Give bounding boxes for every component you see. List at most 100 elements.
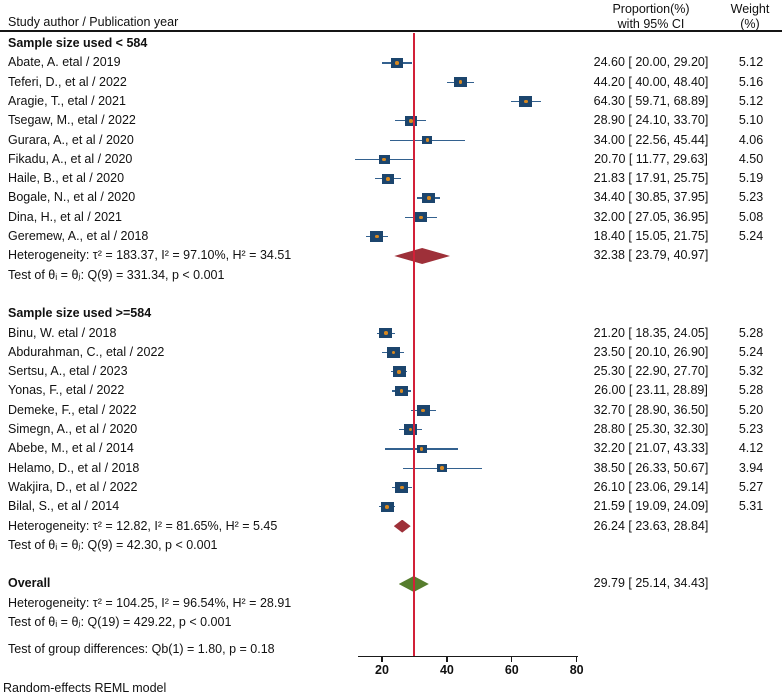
marker-center-dot [385, 505, 389, 509]
marker-center-dot [523, 99, 528, 104]
ci-value: 21.59 [ 19.09, 24.09] [593, 499, 709, 514]
weight-value: 5.10 [738, 113, 764, 128]
study-row: Bilal, S., et al / 2014 21.59 [ 19.09, 24… [0, 497, 782, 516]
study-row: Haile, B., et al / 2020 21.83 [ 17.91, 25… [0, 169, 782, 188]
ci-value: 44.20 [ 40.00, 48.40] [593, 74, 709, 89]
ci-value: 28.90 [ 24.10, 33.70] [593, 113, 709, 128]
ci-value: 29.79 [ 25.14, 34.43] [593, 576, 709, 591]
subgroup-diamond [394, 247, 451, 264]
study-row: Abate, A. etal / 2019 24.60 [ 20.00, 29.2… [0, 53, 782, 72]
weight-value: 5.12 [738, 93, 764, 108]
study-row: Demeke, F., etal / 2022 32.70 [ 28.90, 36… [0, 401, 782, 420]
study-row: Simegn, A., et al / 2020 28.80 [ 25.30, 3… [0, 420, 782, 439]
summary-label: Overall [8, 576, 51, 591]
study-row: Fikadu, A., et al / 2020 20.70 [ 11.77, 2… [0, 150, 782, 169]
marker-center-dot [382, 157, 387, 162]
study-label: Simegn, A., et al / 2020 [8, 422, 138, 436]
ci-value: 18.40 [ 15.05, 21.75] [593, 229, 709, 243]
ci-value: 32.00 [ 27.05, 36.95] [593, 209, 709, 224]
study-label: Aragie, T., etal / 2021 [8, 93, 126, 108]
study-label: Binu, W. etal / 2018 [8, 325, 117, 340]
study-label: Helamo, D., et al / 2018 [8, 460, 140, 475]
stat-row: Test of θᵢ = θⱼ: Q(9) = 42.30, p < 0.001 [0, 536, 782, 555]
group-header-row: Sample size used >=584 [0, 304, 782, 323]
weight-column-header-line1: Weight [730, 2, 770, 16]
model-note: Random-effects REML model [3, 681, 167, 695]
ci-value: 23.50 [ 20.10, 26.90] [593, 344, 709, 359]
study-row: Abebe, M., et al / 2014 32.20 [ 21.07, 43… [0, 439, 782, 458]
weight-value: 5.23 [738, 422, 764, 436]
marker-center-dot [391, 350, 396, 355]
stat-row: Test of θᵢ = θⱼ: Q(19) = 429.22, p < 0.0… [0, 613, 782, 632]
study-column-header: Study author / Publication year [8, 15, 179, 29]
marker-center-dot [408, 427, 413, 432]
study-label: Bilal, S., et al / 2014 [8, 499, 120, 514]
study-label: Yonas, F., etal / 2022 [8, 383, 125, 398]
weight-column-header-line2: (%) [740, 16, 760, 31]
study-row: Wakjira, D., et al / 2022 26.10 [ 23.06, … [0, 478, 782, 497]
stat-row: Test of group differences: Qb(1) = 1.80,… [0, 640, 782, 659]
group-header-label: Sample size used < 584 [8, 36, 148, 50]
weight-value: 5.28 [738, 325, 764, 340]
stat-label: Test of θᵢ = θⱼ: Q(9) = 42.30, p < 0.001 [8, 537, 218, 552]
weight-value: 5.19 [738, 171, 764, 186]
weight-value: 5.28 [738, 383, 764, 398]
marker-center-dot [458, 80, 463, 85]
study-row: Teferi, D., et al / 2022 44.20 [ 40.00, 4… [0, 73, 782, 92]
weight-value: 5.24 [738, 344, 764, 359]
summary-row: Heterogeneity: τ² = 12.82, I² = 81.65%, … [0, 517, 782, 536]
weight-value: 5.27 [738, 479, 764, 494]
marker-center-dot [419, 215, 423, 220]
study-label: Bogale, N., et al / 2020 [8, 190, 136, 205]
ci-value: 34.00 [ 22.56, 45.44] [593, 132, 709, 147]
study-label: Tsegaw, M., etal / 2022 [8, 113, 136, 128]
weight-value: 4.12 [738, 441, 764, 456]
group-header-label: Sample size used >=584 [8, 306, 152, 321]
study-label: Sertsu, A., etal / 2023 [8, 364, 128, 379]
axis-tick [511, 656, 513, 662]
x-axis-line [358, 656, 578, 658]
weight-value: 5.32 [738, 364, 764, 379]
marker-center-dot [397, 369, 401, 374]
marker-center-dot [399, 485, 404, 490]
weight-value: 5.12 [738, 55, 764, 70]
weight-value: 5.31 [738, 499, 764, 514]
axis-tick [381, 656, 383, 662]
ci-value: 32.70 [ 28.90, 36.50] [593, 402, 709, 417]
reference-line [413, 33, 415, 656]
study-row: Geremew, A., et al / 2018 18.40 [ 15.05, … [0, 227, 782, 246]
study-label: Gurara, A., et al / 2020 [8, 132, 134, 147]
study-label: Demeke, F., etal / 2022 [8, 402, 137, 417]
marker-center-dot [419, 447, 424, 451]
study-label: Abdurahman, C., etal / 2022 [8, 344, 165, 359]
marker-center-dot [384, 331, 388, 335]
axis-tick-label: 60 [504, 663, 519, 677]
study-row: Dina, H., et al / 2021 32.00 [ 27.05, 36.… [0, 208, 782, 227]
summary-label: Heterogeneity: τ² = 12.82, I² = 81.65%, … [8, 518, 278, 533]
ci-value: 26.00 [ 23.11, 28.89] [594, 383, 708, 398]
ci-value: 64.30 [ 59.71, 68.89] [593, 93, 709, 108]
weight-value: 5.20 [738, 402, 764, 417]
marker-center-dot [375, 234, 379, 239]
weight-value: 5.23 [738, 190, 764, 205]
summary-label: Heterogeneity: τ² = 183.37, I² = 97.10%,… [8, 248, 292, 263]
weight-value: 4.06 [738, 132, 764, 147]
marker-center-dot [440, 466, 444, 471]
stat-label: Heterogeneity: τ² = 104.25, I² = 96.54%,… [8, 595, 292, 610]
marker-center-dot [409, 119, 413, 123]
marker-center-dot [395, 61, 399, 65]
axis-tick-label: 40 [439, 663, 454, 677]
ci-value: 21.83 [ 17.91, 25.75] [593, 171, 709, 186]
stat-row: Test of θᵢ = θⱼ: Q(9) = 331.34, p < 0.00… [0, 266, 782, 285]
effect-column-header-line1: Proportion(%) [612, 2, 690, 16]
study-row: Bogale, N., et al / 2020 34.40 [ 30.85, 3… [0, 188, 782, 207]
weight-value: 4.50 [738, 151, 764, 166]
axis-tick [576, 656, 578, 662]
ci-value: 24.60 [ 20.00, 29.20] [593, 55, 709, 70]
study-row: Aragie, T., etal / 2021 64.30 [ 59.71, 68… [0, 92, 782, 111]
study-label: Abate, A. etal / 2019 [8, 55, 121, 70]
study-row: Binu, W. etal / 2018 21.20 [ 18.35, 24.05… [0, 324, 782, 343]
axis-tick-label: 20 [375, 663, 389, 677]
study-row: Tsegaw, M., etal / 2022 28.90 [ 24.10, 33… [0, 111, 782, 130]
weight-value: 5.16 [738, 74, 764, 89]
